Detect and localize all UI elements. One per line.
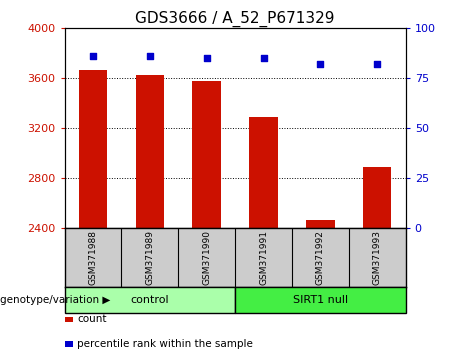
Bar bbox=[249, 117, 278, 228]
Point bbox=[260, 56, 267, 61]
Point bbox=[89, 53, 97, 59]
Title: GDS3666 / A_52_P671329: GDS3666 / A_52_P671329 bbox=[136, 11, 335, 27]
Text: GSM371989: GSM371989 bbox=[145, 230, 154, 285]
Point bbox=[146, 53, 154, 59]
Text: genotype/variation ▶: genotype/variation ▶ bbox=[0, 295, 111, 305]
Bar bbox=[193, 81, 221, 228]
Text: GSM371992: GSM371992 bbox=[316, 230, 325, 285]
Text: GSM371988: GSM371988 bbox=[89, 230, 97, 285]
Bar bbox=[136, 75, 164, 228]
Bar bbox=[306, 219, 335, 228]
Text: percentile rank within the sample: percentile rank within the sample bbox=[77, 339, 254, 349]
Point bbox=[203, 56, 210, 61]
Text: control: control bbox=[130, 295, 169, 305]
Bar bbox=[79, 70, 107, 228]
Text: GSM371990: GSM371990 bbox=[202, 230, 211, 285]
Text: count: count bbox=[77, 314, 107, 324]
Text: SIRT1 null: SIRT1 null bbox=[293, 295, 348, 305]
Text: GSM371993: GSM371993 bbox=[373, 230, 382, 285]
Text: GSM371991: GSM371991 bbox=[259, 230, 268, 285]
Bar bbox=[235, 287, 406, 313]
Point bbox=[373, 62, 381, 67]
Bar bbox=[65, 287, 235, 313]
Point bbox=[317, 62, 324, 67]
Bar bbox=[363, 167, 391, 228]
